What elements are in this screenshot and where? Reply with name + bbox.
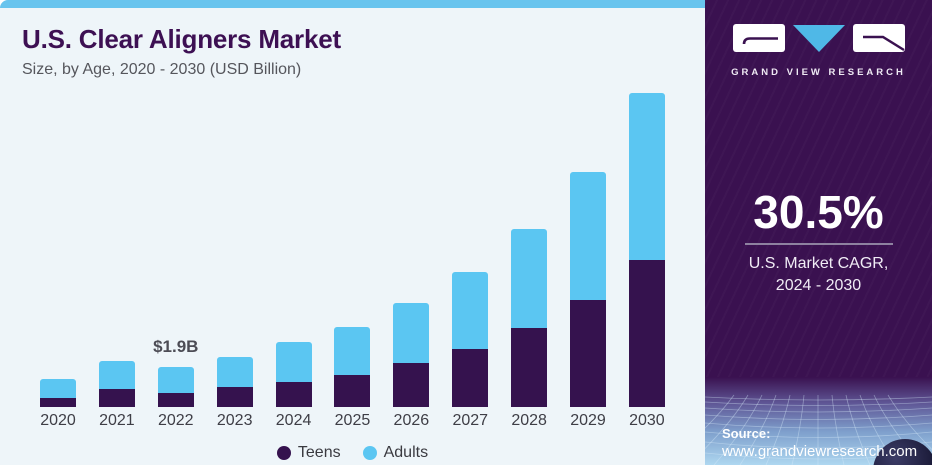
bar-segment-teens (157, 392, 194, 407)
legend-item-adults: Adults (362, 444, 429, 462)
source-url: www.grandviewresearch.com (722, 443, 918, 460)
bar-value-annotation: $1.9B (153, 337, 199, 357)
chart-panel: U.S. Clear Aligners Market Size, by Age,… (0, 0, 705, 465)
bar-segment-adults (40, 378, 76, 398)
gvr-logo: GRAND VIEW RESEARCH (705, 24, 932, 78)
legend-item-teens: Teens (276, 444, 341, 462)
x-axis-label: 2027 (452, 412, 489, 429)
sidebar: GRAND VIEW RESEARCH 30.5% U.S. Market CA… (705, 0, 932, 465)
bar-segment-adults (570, 171, 607, 300)
bar-segment-teens (452, 348, 489, 407)
bar-segment-teens (216, 386, 253, 407)
gvr-logo-v-icon (792, 25, 845, 52)
legend-dot-icon (362, 446, 377, 460)
cagr-block: 30.5% U.S. Market CAGR, 2024 - 2030 (705, 188, 932, 296)
bars-row: 2020 2021 2022 $1.9B 2023 2024 2025 2026 2027 202… (40, 92, 665, 429)
bar-column-2022: 2022 $1.9B (153, 337, 198, 429)
bar-segment-adults (275, 341, 312, 383)
bar-column-2028: 2028 (511, 229, 548, 429)
x-axis-label: 2030 (629, 412, 665, 429)
bar-segment-adults (628, 92, 665, 260)
cagr-label-line2: 2024 - 2030 (775, 276, 862, 294)
legend-label: Teens (297, 444, 341, 461)
bar-segment-teens (393, 363, 430, 407)
bar-segment-adults (98, 361, 135, 390)
source-label: Source: (722, 426, 771, 441)
chart-legend: Teens Adults (0, 444, 705, 462)
gvr-logo-name: GRAND VIEW RESEARCH (731, 67, 906, 78)
bar-segment-teens (275, 382, 312, 407)
bar-column-2030: 2030 (628, 92, 665, 429)
chart-header: U.S. Clear Aligners Market Size, by Age,… (22, 24, 341, 79)
bar-segment-adults (452, 271, 489, 349)
cagr-divider (744, 243, 893, 246)
bar-column-2020: 2020 (40, 378, 76, 429)
world-mesh-graphic: Source: www.grandviewresearch.com (705, 377, 932, 465)
x-axis-label: 2023 (216, 412, 253, 429)
bar-column-2023: 2023 (216, 356, 253, 429)
source-block: Source: www.grandviewresearch.com (722, 426, 917, 460)
bar-column-2027: 2027 (452, 271, 489, 429)
x-axis-label: 2020 (40, 412, 76, 429)
x-axis-label: 2026 (393, 412, 430, 429)
bar-segment-teens (40, 397, 76, 407)
x-axis-label: 2028 (511, 412, 547, 429)
bar-column-2021: 2021 (98, 361, 135, 429)
cagr-value: 30.5% (753, 186, 884, 238)
bar-column-2025: 2025 (334, 327, 371, 429)
x-axis-label: 2021 (99, 412, 135, 429)
bar-column-2026: 2026 (393, 303, 430, 429)
cagr-label-line1: U.S. Market CAGR, (748, 255, 889, 273)
bar-segment-adults (393, 303, 430, 364)
legend-label: Adults (383, 444, 429, 461)
bar-segment-teens (334, 374, 371, 407)
bar-segment-teens (570, 299, 607, 407)
bar-column-2029: 2029 (570, 171, 607, 429)
bar-segment-teens (511, 327, 548, 407)
bar-column-2024: 2024 (275, 341, 312, 429)
bar-segment-teens (628, 259, 665, 407)
globe-sphere-icon (873, 439, 932, 465)
x-axis-label: 2022 (157, 412, 194, 429)
x-axis-label: 2029 (570, 412, 606, 429)
bar-segment-teens (98, 389, 135, 407)
chart-title: U.S. Clear Aligners Market (22, 24, 341, 54)
top-accent-strip (0, 0, 705, 8)
bar-segment-adults (334, 327, 371, 375)
chart-subtitle: Size, by Age, 2020 - 2030 (USD Billion) (22, 61, 302, 78)
cagr-label: U.S. Market CAGR, 2024 - 2030 (705, 253, 932, 296)
bar-segment-adults (216, 356, 253, 387)
bar-segment-adults (157, 367, 194, 393)
legend-dot-icon (276, 446, 291, 460)
x-axis-label: 2025 (334, 412, 371, 429)
bar-segment-adults (511, 229, 548, 328)
gvr-logo-icon (732, 24, 905, 52)
x-axis-label: 2024 (275, 412, 312, 429)
